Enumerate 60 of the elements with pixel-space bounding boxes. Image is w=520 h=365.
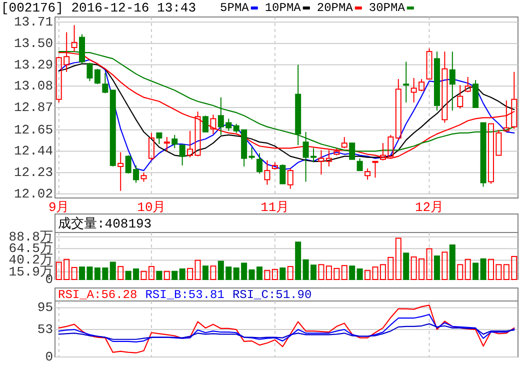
x-tick-label: 12月 [414, 200, 444, 215]
bar [403, 252, 410, 280]
bar [434, 256, 440, 280]
bar [202, 266, 208, 280]
bar [187, 268, 194, 280]
chart-title: 成交量:408193 [58, 215, 152, 232]
y-tick-label: 12.87 [14, 100, 53, 115]
text: RSI_C:51.90 [232, 288, 312, 302]
x-tick-label: 10月 [137, 200, 166, 215]
bar [172, 270, 178, 280]
legend-label: 5PMA [220, 1, 250, 15]
y-tick-label: 12.23 [14, 165, 53, 180]
bar [71, 267, 78, 280]
bar [210, 266, 216, 280]
bar [264, 270, 270, 280]
bar [449, 244, 456, 280]
bar [295, 242, 302, 280]
bar [464, 258, 471, 280]
bar [140, 270, 147, 280]
text: RSI_A:56.28 [58, 288, 138, 302]
legend-label: 10PMA [264, 1, 302, 15]
y-tick-label: 13.71 [14, 14, 54, 30]
y-tick-label: 12.44 [14, 144, 54, 159]
bar [287, 266, 294, 280]
bar [318, 264, 324, 280]
y-tick-label: 53 [37, 322, 53, 338]
bar [341, 265, 348, 280]
bar [148, 266, 154, 280]
y-tick-label: 13.50 [14, 36, 53, 51]
bar [395, 238, 402, 280]
y-tick-label: 13.08 [14, 78, 53, 94]
y-tick-label: 0 [45, 350, 53, 364]
bar [156, 270, 162, 280]
bar [426, 248, 432, 280]
bar [118, 266, 124, 280]
bar [349, 266, 356, 280]
x-tick-label: 11月 [260, 200, 290, 215]
bar [442, 252, 448, 280]
bar [472, 262, 479, 280]
bar [457, 264, 464, 280]
legend-label: 30PMA [368, 1, 406, 15]
line-series [58, 304, 515, 354]
bar [194, 260, 201, 280]
bar [110, 262, 116, 280]
x-tick-label: 9月 [48, 200, 70, 215]
line-series [58, 323, 515, 340]
bar [480, 258, 486, 280]
text: RSI_B:53.81 [145, 288, 224, 302]
bar [164, 270, 170, 280]
line-series [58, 314, 515, 343]
y-tick-label: 12.65 [14, 122, 53, 138]
bar [179, 268, 186, 280]
bar [356, 268, 363, 280]
y-tick-label: 13.29 [14, 57, 53, 72]
y-tick-label: 95 [37, 300, 53, 316]
legend-label: 20PMA [316, 1, 354, 15]
bar [280, 267, 286, 280]
y-tick-label: 12.02 [14, 186, 53, 202]
chart-title: [002176] 2016-12-16 13:43 [1, 0, 196, 16]
bar [272, 268, 278, 280]
